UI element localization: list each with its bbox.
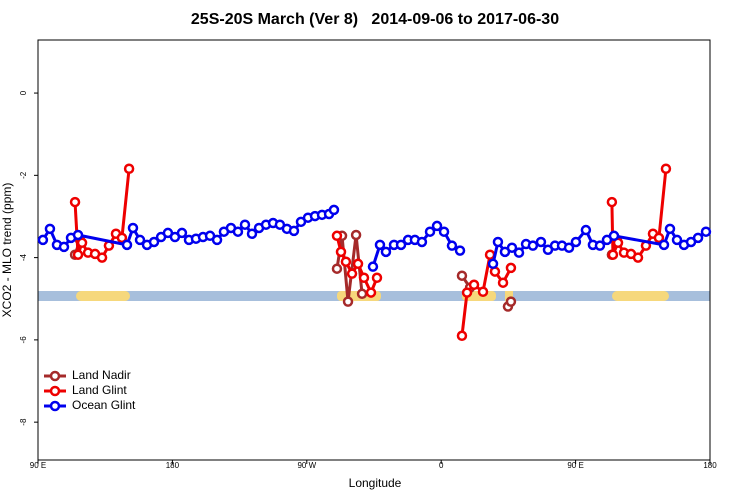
data-point: [350, 229, 362, 241]
y-tick-label: -2: [19, 171, 28, 179]
data-point: [367, 261, 379, 272]
data-point: [487, 258, 499, 270]
data-point: [606, 196, 618, 208]
data-point: [505, 296, 517, 307]
x-axis-label: Longitude: [349, 476, 402, 490]
data-point: [664, 223, 676, 235]
data-point: [58, 241, 70, 253]
data-point: [44, 223, 56, 235]
data-point: [37, 234, 49, 246]
data-point: [580, 224, 592, 236]
data-point: [352, 258, 364, 270]
y-tick-label: -8: [19, 418, 28, 426]
data-point: [116, 232, 128, 244]
data-point: [148, 236, 160, 248]
y-tick-label: -4: [19, 254, 28, 262]
data-point: [121, 239, 133, 251]
land-patch: [612, 291, 669, 301]
data-point: [365, 287, 377, 298]
data-point: [700, 226, 712, 237]
data-point: [692, 232, 704, 244]
legend-marker: [49, 400, 61, 412]
data-point: [340, 256, 352, 267]
data-point: [72, 229, 84, 241]
data-point: [356, 288, 368, 300]
data-point: [484, 249, 496, 260]
data-point: [358, 272, 370, 284]
x-tick-label: 0: [439, 461, 444, 470]
data-point: [632, 252, 644, 263]
data-point: [232, 226, 244, 237]
data-point: [461, 287, 473, 298]
data-point: [563, 242, 575, 253]
data-point: [431, 220, 443, 232]
data-point: [535, 236, 547, 248]
x-tick-label: 90 W: [297, 461, 316, 470]
legend-label: Land Nadir: [72, 368, 131, 382]
data-point: [660, 163, 672, 175]
x-tick-label: 90 E: [567, 461, 583, 470]
data-point: [527, 240, 539, 251]
data-point: [246, 228, 258, 240]
data-point: [468, 279, 480, 291]
data-point: [123, 163, 135, 175]
x-tick-label: 90 E: [30, 461, 46, 470]
chart-title: 25S-20S March (Ver 8) 2014-09-06 to 2017…: [191, 11, 559, 28]
data-point: [331, 230, 343, 242]
data-point: [395, 239, 407, 251]
data-point: [456, 330, 468, 342]
x-tick-label: 180: [703, 461, 717, 470]
data-point: [492, 236, 504, 248]
y-tick-label: -6: [19, 336, 28, 344]
data-point: [671, 234, 683, 246]
data-point: [76, 237, 88, 249]
data-point: [134, 234, 146, 246]
data-point: [477, 286, 489, 298]
legend-label: Ocean Glint: [72, 398, 136, 412]
y-axis-label: XCO2 - MLO trend (ppm): [0, 183, 14, 318]
data-point: [374, 239, 386, 251]
legend-marker: [49, 385, 61, 397]
y-tick-label: 0: [19, 90, 28, 95]
data-point: [506, 242, 518, 253]
land-patch: [76, 291, 130, 301]
data-point: [446, 240, 458, 251]
data-point: [331, 263, 343, 274]
data-point: [127, 222, 139, 234]
data-point: [342, 296, 354, 307]
data-point: [653, 232, 665, 244]
land-patch: [505, 291, 513, 301]
data-point: [176, 227, 188, 239]
legend-marker: [49, 370, 61, 382]
data-point: [497, 277, 509, 288]
data-point: [335, 246, 347, 258]
data-point: [505, 262, 517, 274]
data-point: [239, 219, 251, 230]
data-point: [346, 268, 358, 279]
data-point: [456, 270, 468, 281]
data-point: [69, 196, 81, 208]
data-point: [570, 236, 582, 248]
data-point: [380, 246, 392, 258]
data-point: [288, 225, 300, 237]
data-point: [454, 245, 466, 256]
data-point: [424, 226, 436, 237]
data-point: [594, 240, 606, 251]
data-point: [607, 249, 619, 260]
data-point: [211, 234, 223, 246]
x-tick-label: 180: [166, 461, 180, 470]
data-point: [371, 272, 383, 284]
data-point: [72, 249, 84, 260]
data-point: [608, 230, 620, 242]
data-point: [513, 247, 525, 258]
data-point: [416, 236, 428, 248]
data-point: [658, 239, 670, 251]
series-line: [73, 168, 668, 336]
data-point: [438, 226, 450, 237]
data-point: [96, 252, 108, 263]
data-point: [328, 204, 340, 216]
legend-label: Land Glint: [72, 383, 127, 397]
plot-frame: [37, 39, 711, 461]
